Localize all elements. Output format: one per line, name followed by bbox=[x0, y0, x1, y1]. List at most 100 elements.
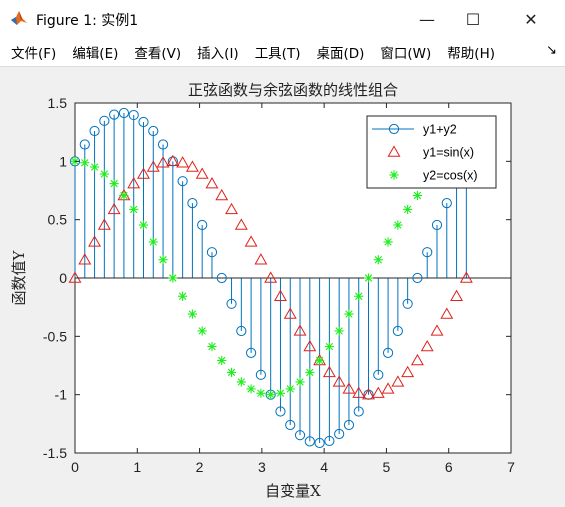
y-tick-label: 0 bbox=[59, 270, 67, 286]
x-tick-label: 1 bbox=[133, 459, 141, 475]
data-point bbox=[129, 204, 139, 215]
data-point bbox=[225, 202, 239, 215]
plot-svg: 0 1 2 3 4 5 6 7 -1.5 -1 -0.5 0 0.5 1 1.5 正弦函数与余弦函数的线性组… bbox=[10, 81, 515, 500]
legend[interactable]: y1+y2 y1=sin(x) y2=cos(x) bbox=[366, 115, 497, 189]
legend-label: y1+y2 bbox=[423, 123, 457, 137]
data-point bbox=[254, 253, 268, 265]
series-1 bbox=[68, 154, 473, 400]
legend-marker bbox=[387, 145, 401, 157]
data-point bbox=[256, 388, 266, 398]
menu-desktop[interactable]: 桌面(D) bbox=[316, 46, 365, 62]
data-point bbox=[156, 156, 170, 168]
menu-file[interactable]: 文件(F) bbox=[11, 46, 57, 62]
data-point bbox=[412, 272, 423, 284]
data-point bbox=[295, 377, 305, 387]
legend-marker bbox=[388, 123, 400, 135]
data-point bbox=[324, 341, 334, 352]
data-point bbox=[440, 307, 454, 319]
data-point bbox=[401, 365, 415, 378]
data-point bbox=[109, 109, 120, 120]
toolbar-dock-arrow-icon[interactable]: ↘ bbox=[546, 43, 557, 58]
data-point bbox=[391, 375, 405, 387]
data-point bbox=[342, 382, 356, 394]
minimize-button[interactable]: — bbox=[419, 9, 435, 29]
data-point bbox=[89, 125, 100, 137]
data-point bbox=[285, 419, 296, 431]
data-point bbox=[255, 369, 266, 380]
data-point bbox=[157, 139, 169, 150]
data-point bbox=[216, 272, 227, 284]
data-point bbox=[127, 177, 141, 189]
data-point bbox=[107, 202, 121, 215]
title-bar[interactable]: Figure 1: 实例1 — ☐ ✕ bbox=[0, 0, 565, 38]
data-point bbox=[450, 289, 464, 301]
data-point bbox=[207, 341, 217, 352]
x-tick-label: 0 bbox=[71, 459, 79, 475]
data-point bbox=[324, 435, 335, 447]
x-tick-label: 3 bbox=[258, 459, 266, 475]
data-point bbox=[459, 271, 473, 283]
data-point bbox=[99, 115, 110, 126]
data-point bbox=[205, 177, 219, 189]
data-point bbox=[137, 167, 150, 179]
data-point bbox=[422, 247, 433, 258]
data-point bbox=[430, 324, 444, 336]
x-tick-label: 6 bbox=[445, 459, 453, 475]
data-point bbox=[431, 219, 443, 231]
data-point bbox=[158, 255, 168, 265]
data-point bbox=[420, 339, 434, 352]
matlab-logo-icon bbox=[11, 11, 27, 25]
data-point bbox=[334, 326, 344, 336]
series-markers bbox=[68, 107, 473, 449]
menu-bar: 文件(F) 编辑(E) 查看(V) 插入(I) 工具(T) 桌面(D) 窗口(W… bbox=[0, 38, 565, 67]
data-point bbox=[206, 247, 218, 258]
data-point bbox=[353, 406, 364, 417]
menu-help[interactable]: 帮助(H) bbox=[447, 46, 495, 62]
data-point bbox=[138, 220, 149, 230]
menu-tools[interactable]: 工具(T) bbox=[254, 46, 301, 62]
data-point bbox=[343, 419, 355, 431]
data-point bbox=[197, 326, 207, 336]
y-tick-label: 1.5 bbox=[48, 95, 68, 111]
menu-window[interactable]: 窗口(W) bbox=[380, 46, 432, 62]
legend-entry: y1=sin(x) bbox=[387, 145, 474, 160]
data-point bbox=[236, 325, 247, 337]
legend-label: y1=sin(x) bbox=[423, 146, 474, 160]
data-point bbox=[274, 289, 287, 301]
x-tick-label: 2 bbox=[196, 459, 204, 475]
y-tick-label: -1 bbox=[55, 387, 68, 403]
menu-edit[interactable]: 编辑(E) bbox=[72, 46, 119, 62]
data-point bbox=[294, 430, 306, 441]
data-point bbox=[381, 382, 395, 394]
data-point bbox=[382, 347, 394, 358]
close-button[interactable]: ✕ bbox=[524, 9, 538, 29]
data-point bbox=[393, 220, 403, 230]
data-point bbox=[266, 390, 276, 400]
data-point bbox=[293, 324, 307, 336]
data-point bbox=[119, 190, 129, 201]
data-point bbox=[314, 437, 325, 449]
legend-entry: y2=cos(x) bbox=[389, 169, 478, 183]
data-point bbox=[402, 298, 413, 309]
data-point bbox=[187, 309, 198, 319]
legend-marker bbox=[389, 170, 399, 180]
data-point bbox=[166, 154, 180, 167]
data-point bbox=[373, 255, 383, 265]
data-point bbox=[236, 377, 246, 387]
data-point bbox=[148, 125, 159, 137]
data-point bbox=[305, 367, 315, 377]
data-point bbox=[246, 384, 256, 394]
data-point bbox=[441, 198, 452, 209]
data-point bbox=[148, 237, 158, 247]
data-point bbox=[410, 353, 424, 366]
data-point bbox=[177, 176, 188, 187]
menu-insert[interactable]: 插入(I) bbox=[197, 46, 239, 62]
menu-view[interactable]: 查看(V) bbox=[134, 46, 182, 62]
data-point bbox=[303, 339, 317, 352]
maximize-button[interactable]: ☐ bbox=[465, 9, 481, 29]
data-point bbox=[275, 406, 286, 417]
data-point bbox=[373, 369, 384, 380]
y-tick-label: 1 bbox=[59, 153, 67, 169]
data-point bbox=[80, 158, 90, 168]
